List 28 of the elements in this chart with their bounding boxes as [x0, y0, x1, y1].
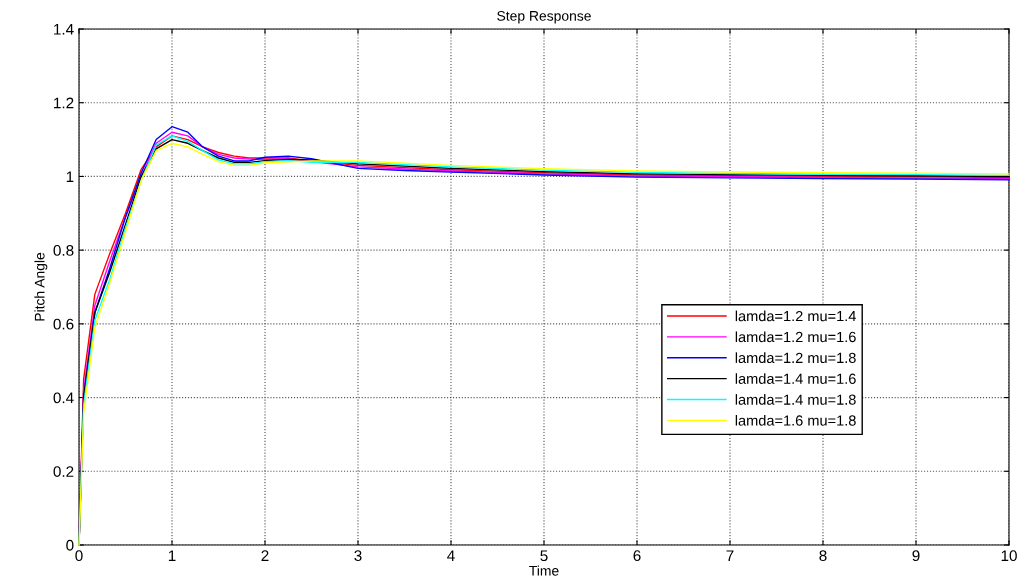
x-axis-title: Time [529, 565, 559, 576]
y-tick-label: 1.2 [54, 97, 74, 109]
legend-label: lamda=1.4 mu=1.6 [735, 373, 856, 384]
legend-label: lamda=1.2 mu=1.6 [735, 331, 856, 343]
y-tick-label: 0.4 [53, 392, 74, 404]
y-axis-title: Pitch Angle [34, 252, 48, 321]
x-tick-label: 10 [1001, 550, 1017, 562]
x-tick-label: 0 [75, 550, 83, 562]
y-tick-label: 0 [66, 539, 74, 551]
x-tick-label: 9 [912, 550, 920, 562]
legend-label: lamda=1.4 mu=1.8 [735, 394, 856, 405]
y-tick-label: 0.2 [53, 466, 74, 477]
x-tick-label: 3 [354, 550, 362, 562]
y-tick-label: 1.4 [54, 24, 74, 35]
y-tick-label: 0.6 [53, 318, 74, 330]
chart-title: Step Response [497, 10, 591, 24]
x-tick-label: 6 [633, 550, 641, 562]
legend-label: lamda=1.6 mu=1.8 [735, 414, 856, 426]
x-tick-label: 5 [540, 550, 548, 562]
legend-label: lamda=1.2 mu=1.8 [735, 352, 856, 364]
x-tick-label: 4 [447, 550, 455, 561]
x-tick-label: 7 [726, 550, 734, 561]
y-tick-label: 0.8 [53, 245, 74, 256]
legend-label: lamda=1.2 mu=1.4 [735, 310, 856, 322]
y-tick-label: 1 [66, 171, 74, 182]
x-tick-label: 1 [168, 550, 176, 561]
x-tick-label: 2 [261, 550, 269, 561]
x-tick-label: 8 [819, 550, 827, 562]
